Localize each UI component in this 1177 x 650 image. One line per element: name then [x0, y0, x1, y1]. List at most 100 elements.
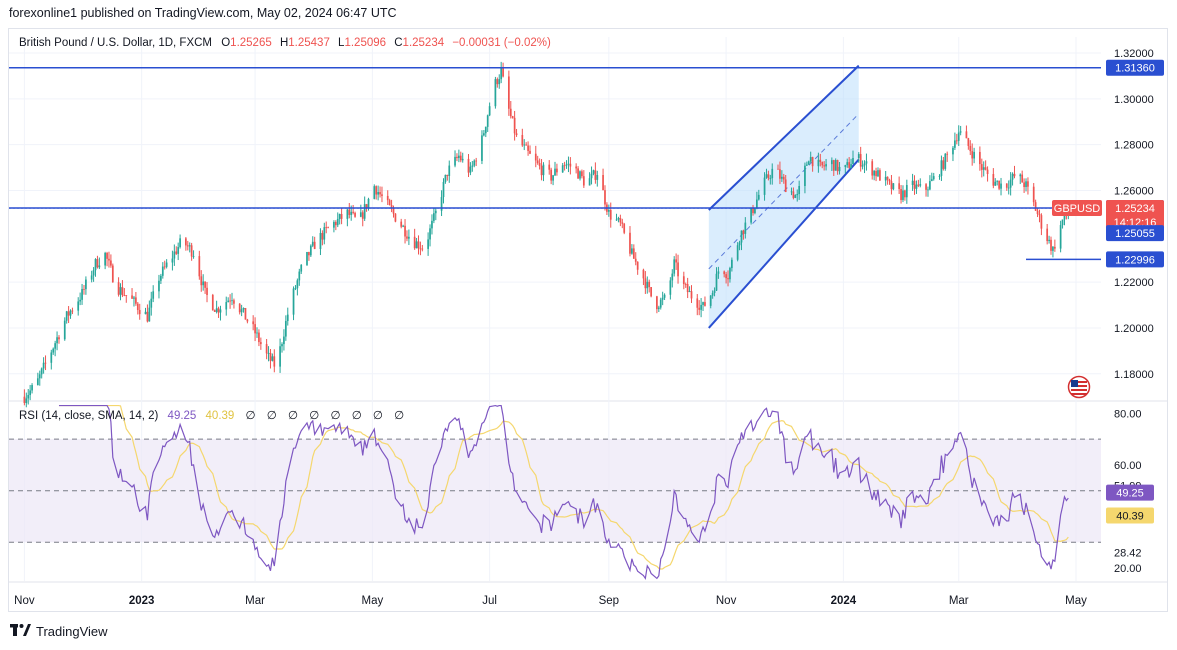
candle-body [58, 337, 60, 340]
candle-body [486, 115, 489, 127]
candle-body [92, 270, 95, 276]
candle-body [756, 199, 758, 209]
channel-upper-line[interactable] [708, 64, 860, 211]
candle-body [188, 245, 191, 247]
candle-body [657, 307, 660, 310]
footer-brand[interactable]: TradingView [36, 624, 108, 639]
candle-body [446, 174, 449, 177]
candle-body [211, 295, 214, 311]
horizontal-levels[interactable]: 1.313601.252341.22996GBPUSD1.2523414:12:… [9, 59, 1164, 268]
candle-body [325, 227, 328, 228]
footer: TradingView [10, 624, 108, 639]
time-tick-label: 2023 [129, 595, 155, 607]
candle-body [144, 311, 147, 315]
candle-body [381, 194, 383, 196]
candle-body [240, 309, 243, 313]
candle-body [392, 208, 395, 214]
candle-body [581, 171, 583, 177]
open-value: 1.25265 [230, 37, 272, 49]
candle-body [388, 200, 391, 206]
candle-body [852, 158, 854, 165]
candle-body [846, 162, 849, 166]
candle-body [350, 211, 353, 215]
candle-body [229, 300, 231, 302]
candle-body [952, 147, 954, 155]
candle-body [873, 170, 876, 176]
candle-body [540, 165, 543, 176]
candle-body [752, 207, 754, 214]
candle-body [911, 180, 914, 186]
candle-body [525, 144, 528, 146]
candle-body [765, 174, 768, 178]
candle-body [729, 268, 731, 280]
tradingview-logo-icon[interactable] [10, 624, 31, 639]
time-tick-label: May [361, 595, 383, 607]
candle-body [400, 221, 403, 227]
candle-body [1050, 239, 1052, 251]
candle-body [292, 288, 295, 315]
candle-body [373, 186, 376, 199]
candle-body [780, 176, 783, 179]
candle-body [1053, 246, 1056, 249]
ohlc-legend: British Pound / U.S. Dollar, 1D, FXCM O1… [19, 37, 551, 49]
candle-body [792, 191, 795, 198]
parallel-channel[interactable] [708, 64, 860, 329]
candle-body [771, 168, 774, 179]
candle-body [258, 332, 260, 343]
candle-body [281, 344, 283, 347]
candle-body [163, 266, 166, 268]
candle-body [619, 218, 622, 223]
rsi-legend-ma: 40.39 [206, 410, 235, 422]
rsi-ma-tag [1106, 507, 1154, 524]
candle-body [661, 297, 664, 300]
candle-body [971, 151, 974, 159]
candle-body [346, 209, 349, 219]
candle-body [308, 251, 310, 256]
candle-body [979, 151, 981, 165]
candle-body [377, 192, 379, 195]
candle-body [673, 259, 676, 274]
candle-body [946, 153, 949, 155]
candle-body [1005, 183, 1008, 188]
candle-body [227, 300, 230, 303]
candle-body [36, 378, 39, 386]
candle-body [81, 289, 83, 300]
candle-body [804, 165, 806, 187]
rsi-value-label: 49.25 [1116, 488, 1144, 500]
candle-body [215, 308, 218, 312]
candle-body [413, 236, 416, 249]
candle-body [823, 165, 826, 167]
candle-body [117, 282, 120, 295]
candle-body [65, 311, 68, 321]
candle-body [406, 236, 408, 239]
level-price-tag [1106, 59, 1164, 76]
candle-body [973, 151, 975, 159]
candle-body [96, 259, 99, 268]
candle-body [108, 258, 110, 261]
candle-body [565, 164, 568, 166]
candle-body [419, 248, 422, 250]
candle-body [798, 186, 801, 194]
channel-lower-line[interactable] [708, 158, 860, 329]
candle-body [769, 178, 772, 179]
candle-body [219, 309, 222, 313]
candle-body [321, 232, 324, 240]
candle-body [67, 311, 70, 316]
candle-body [794, 195, 797, 198]
candle-body [323, 227, 326, 240]
price-tick-label: 1.22000 [1114, 277, 1154, 289]
candle-body [363, 204, 366, 219]
candle-body [483, 133, 485, 136]
candle-body [832, 160, 835, 171]
us-flag-icon[interactable] [1067, 375, 1091, 399]
rsi-tick-label: 80.00 [1114, 408, 1142, 420]
candle-body [206, 287, 208, 296]
candle-body [123, 295, 126, 296]
candle-body [621, 222, 624, 224]
candle-body [136, 303, 139, 310]
candle-body [1000, 183, 1002, 189]
candle-body [152, 291, 155, 299]
